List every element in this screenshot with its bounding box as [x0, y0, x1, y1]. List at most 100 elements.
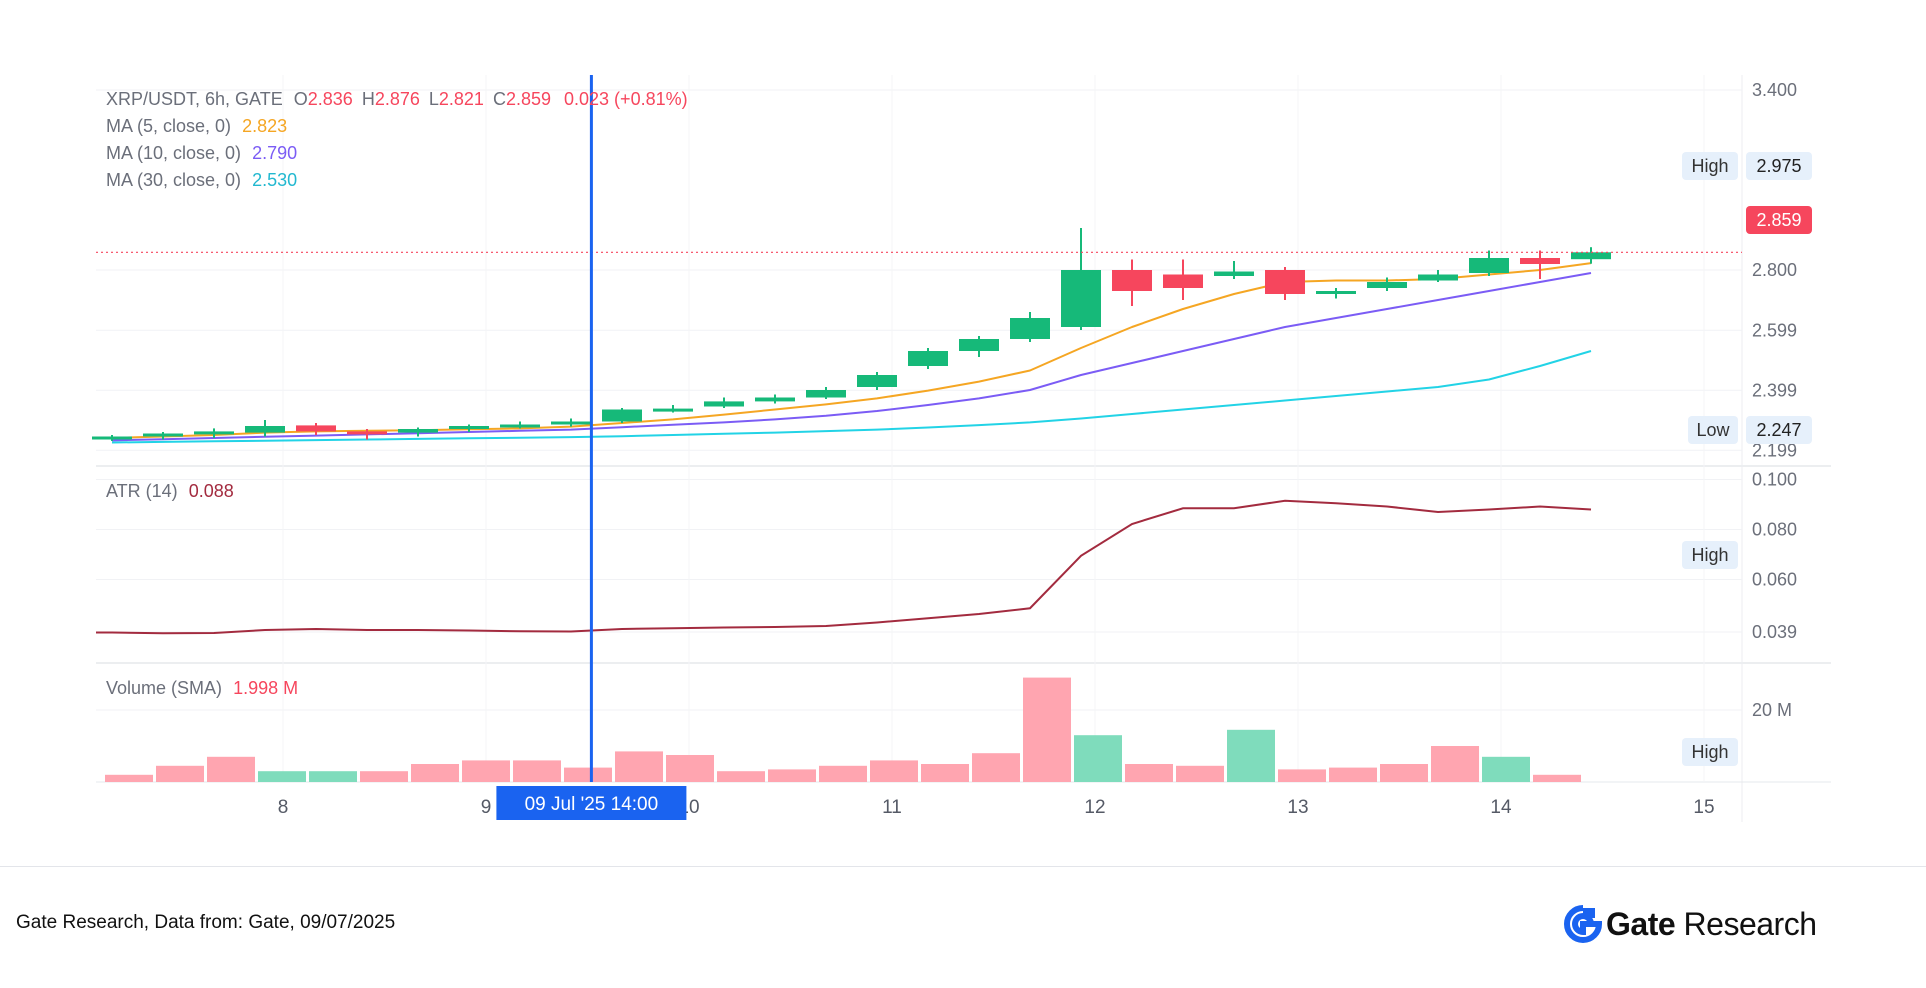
ma5-legend: MA (5, close, 0) 2.823	[106, 116, 293, 137]
symbol-label: XRP/USDT, 6h, GATE	[106, 89, 283, 109]
time-tick-label: 11	[882, 797, 902, 818]
volume-bar	[717, 771, 765, 782]
volume-bar	[1380, 764, 1428, 782]
volume-bar	[615, 751, 663, 782]
volume-high-label-bg	[1682, 738, 1738, 766]
volume-tick-label: 20 M	[1752, 700, 1792, 720]
candle-body	[1214, 271, 1254, 276]
ma10-line	[111, 272, 1592, 442]
candle-body	[1163, 274, 1203, 288]
price-low-label-bg	[1688, 416, 1738, 444]
volume-bar	[921, 764, 969, 782]
candle-body	[959, 339, 999, 351]
ma10-label: MA (10, close, 0)	[106, 143, 242, 163]
candle-body	[1265, 270, 1305, 294]
time-tick-label: 14	[1490, 797, 1512, 818]
candle-body	[551, 421, 591, 425]
candle-body	[1010, 318, 1050, 339]
price-high-value-bg	[1746, 152, 1812, 180]
footer-divider	[0, 866, 1926, 867]
price-low-value: 2.247	[1756, 420, 1801, 440]
price-tick-label: 2.399	[1752, 380, 1797, 400]
candle-body	[296, 425, 336, 432]
candle-body	[1469, 258, 1509, 273]
atr-tick-label: 0.100	[1752, 470, 1797, 490]
volume-bar	[1023, 677, 1071, 782]
candle-body	[755, 397, 795, 402]
crosshair-time-badge	[496, 786, 687, 820]
ohlc-legend: XRP/USDT, 6h, GATE O2.836 H2.876 L2.821 …	[106, 89, 694, 110]
volume-bar	[666, 755, 714, 782]
atr-tick-label: 0.080	[1752, 520, 1797, 540]
price-tick-label: 2.199	[1752, 440, 1797, 460]
time-tick-label: 9	[481, 797, 492, 818]
candle-body	[347, 431, 387, 435]
price-low-value-bg	[1746, 416, 1812, 444]
ma10-value: 2.790	[252, 143, 298, 163]
candle-body	[908, 351, 948, 366]
candle-body	[806, 390, 846, 398]
candle-body	[245, 426, 285, 433]
ma5-value: 2.823	[242, 116, 288, 136]
time-tick-label: 13	[1287, 797, 1308, 818]
time-tick-label: 15	[1693, 797, 1714, 818]
volume-bar	[411, 764, 459, 782]
atr-tick-label: 0.060	[1752, 570, 1797, 590]
atr-tick-label: 0.039	[1752, 622, 1797, 642]
crosshair-time-label: 09 Jul '25 14:00	[525, 794, 659, 815]
ma10-legend: MA (10, close, 0) 2.790	[106, 143, 303, 164]
volume-bar	[156, 765, 204, 782]
price-high-label-bg	[1682, 152, 1738, 180]
volume-bar	[309, 771, 357, 782]
ma5-label: MA (5, close, 0)	[106, 116, 232, 136]
candle-body	[1061, 270, 1101, 327]
volume-bar	[513, 760, 561, 782]
candle-body	[398, 429, 438, 433]
volume-bar	[1329, 767, 1377, 782]
price-tick-label: 3.400	[1752, 80, 1797, 100]
price-high-value: 2.975	[1756, 156, 1801, 176]
volume-bar	[1074, 735, 1122, 782]
price-tick-label: 2.800	[1752, 260, 1797, 280]
last-price-badge: 2.859	[1756, 210, 1801, 230]
atr-label: ATR (14)	[106, 481, 178, 501]
volume-bar	[1227, 729, 1275, 782]
volume-bar	[258, 771, 306, 782]
candle-body	[602, 409, 642, 422]
volume-legend: Volume (SMA) 1.998 M	[106, 678, 304, 699]
candle-body	[194, 431, 234, 435]
volume-bar	[105, 774, 153, 782]
time-tick-label: 12	[1084, 797, 1105, 818]
candle-body	[704, 401, 744, 407]
volume-label: Volume (SMA)	[106, 678, 223, 698]
volume-bar	[360, 771, 408, 782]
volume-bar	[1482, 756, 1530, 782]
volume-value: 1.998 M	[233, 678, 299, 698]
atr-value: 0.088	[188, 481, 234, 501]
footer-source: Gate Research, Data from: Gate, 09/07/20…	[16, 912, 396, 933]
volume-bar	[1533, 774, 1581, 782]
ma5-line	[111, 262, 1592, 439]
price-low-label: Low	[1696, 420, 1730, 440]
candle-body	[1520, 258, 1560, 264]
low-label: L2.821	[428, 89, 484, 109]
atr-high-label-bg	[1682, 541, 1738, 569]
volume-bar	[1176, 765, 1224, 782]
high-label: H2.876	[361, 89, 420, 109]
candle-body	[1367, 282, 1407, 288]
high-value: 2.876	[374, 89, 420, 109]
last-price-badge-bg	[1746, 206, 1812, 234]
open-value: 2.836	[307, 89, 353, 109]
candle-body	[857, 375, 897, 387]
close-label: C2.859	[492, 89, 551, 109]
volume-bar	[207, 756, 255, 782]
candle-body	[1571, 252, 1611, 260]
atr-high-label: High	[1691, 545, 1728, 565]
candle-body	[449, 426, 489, 429]
candle-body	[1418, 274, 1458, 281]
gate-logo-icon	[1564, 905, 1602, 943]
volume-bar	[564, 767, 612, 782]
volume-bar	[972, 753, 1020, 782]
